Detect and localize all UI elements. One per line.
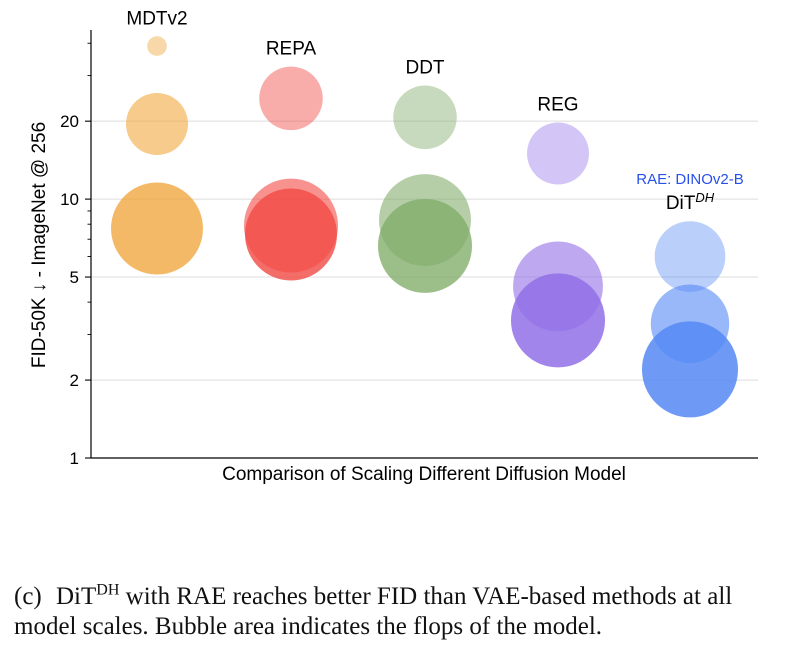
caption-text: with RAE reaches better FID than VAE-bas… bbox=[14, 583, 733, 640]
bubble-reg-1 bbox=[527, 122, 589, 185]
caption-tag: (c) bbox=[14, 583, 42, 610]
y-tick-label: 1 bbox=[70, 449, 79, 468]
bubble-mdtv2-2 bbox=[126, 93, 188, 156]
bubble-repa-1 bbox=[259, 66, 323, 131]
y-tick-label: 10 bbox=[60, 190, 79, 209]
bubble-reg-3 bbox=[510, 273, 606, 368]
bubble-dit-dh-3 bbox=[641, 321, 739, 418]
y-tick-label: 2 bbox=[70, 371, 79, 390]
bubble-mdtv2-1 bbox=[147, 36, 167, 56]
group-label-reg: REG bbox=[537, 95, 578, 116]
figure-caption: (c) DiTDH with RAE reaches better FID th… bbox=[14, 582, 784, 642]
bubble-dit-dh-1 bbox=[654, 221, 726, 292]
bubble-ddt-3 bbox=[377, 198, 473, 293]
y-axis-ticks: 1 2 5 10 20 bbox=[60, 42, 91, 468]
group-label-mdtv2: MDTv2 bbox=[126, 8, 187, 29]
y-tick-label: 5 bbox=[70, 268, 79, 287]
caption-sup: DH bbox=[96, 581, 120, 599]
group-label-repa: REPA bbox=[266, 39, 317, 60]
y-axis-label: FID-50K ↓ - ImageNet @ 256 bbox=[29, 122, 50, 368]
group-label-ddt: DDT bbox=[405, 58, 444, 79]
bubbles-layer bbox=[111, 36, 739, 418]
caption-dit: DiT bbox=[56, 583, 97, 610]
group-label-dit-dh: DiTDH bbox=[666, 190, 715, 214]
annotation-dit-dh: RAE: DINOv2-B bbox=[636, 171, 744, 188]
bubble-mdtv2-3 bbox=[111, 182, 203, 275]
y-tick-label: 20 bbox=[60, 112, 79, 131]
group-labels: MDTv2 REPA DDT REG RAE: DINOv2-B DiTDH bbox=[126, 8, 743, 214]
bubble-chart: 1 2 5 10 20 MDTv2 REPA DDT REG RAE: DINOv2-B DiTD… bbox=[29, 8, 758, 485]
x-axis-label: Comparison of Scaling Different Diffusio… bbox=[222, 464, 626, 485]
bubble-repa-3 bbox=[245, 188, 337, 281]
bubble-ddt-1 bbox=[393, 85, 457, 150]
